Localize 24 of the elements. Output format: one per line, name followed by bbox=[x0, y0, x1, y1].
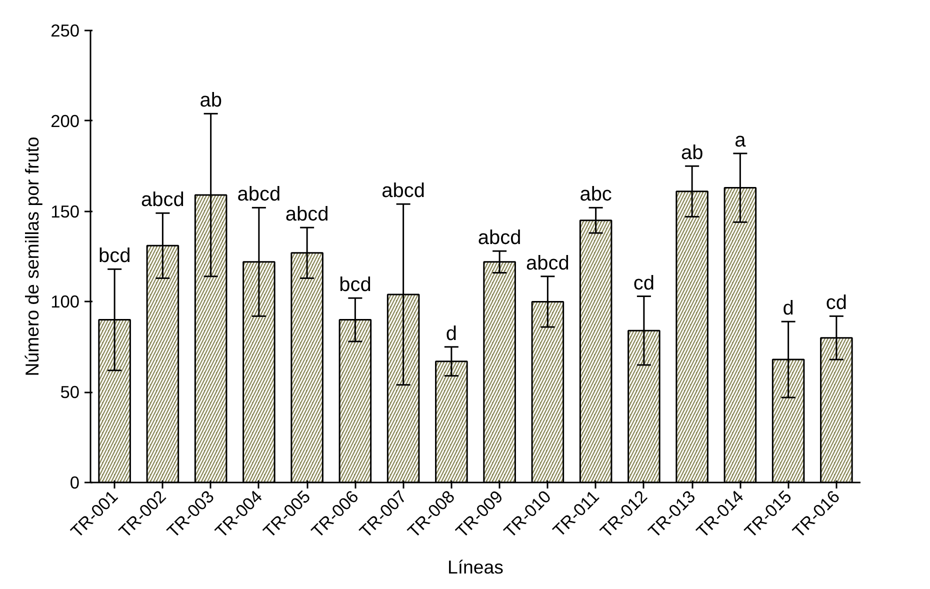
annotation: abcd bbox=[526, 252, 570, 274]
annotation: a bbox=[734, 129, 747, 152]
annotation: cd bbox=[633, 272, 654, 294]
annotation: abcd bbox=[141, 189, 184, 212]
annotation: d bbox=[782, 298, 794, 320]
annotation: ab bbox=[680, 142, 704, 164]
annotation: abcd bbox=[382, 180, 426, 202]
annotation: abcd bbox=[237, 184, 281, 206]
annotation: abc bbox=[580, 184, 612, 206]
annotation: ab bbox=[200, 90, 222, 112]
y-tick-label: 0 bbox=[70, 472, 80, 492]
y-tick-label: 250 bbox=[50, 20, 80, 40]
annotation: bcd bbox=[339, 274, 372, 296]
annotation: d bbox=[446, 322, 457, 345]
y-axis-title: Número de semillas por fruto bbox=[22, 136, 43, 376]
annotation: cd bbox=[826, 292, 847, 314]
y-tick-label: 200 bbox=[50, 110, 80, 131]
x-axis-title: Líneas bbox=[447, 556, 504, 578]
annotation: abcd bbox=[478, 227, 522, 250]
annotation: bcd bbox=[98, 245, 131, 268]
y-tick-label: 100 bbox=[50, 292, 80, 312]
annotation: abcd bbox=[285, 204, 329, 226]
y-tick-label: 150 bbox=[50, 201, 80, 222]
y-tick-label: 50 bbox=[60, 382, 80, 402]
